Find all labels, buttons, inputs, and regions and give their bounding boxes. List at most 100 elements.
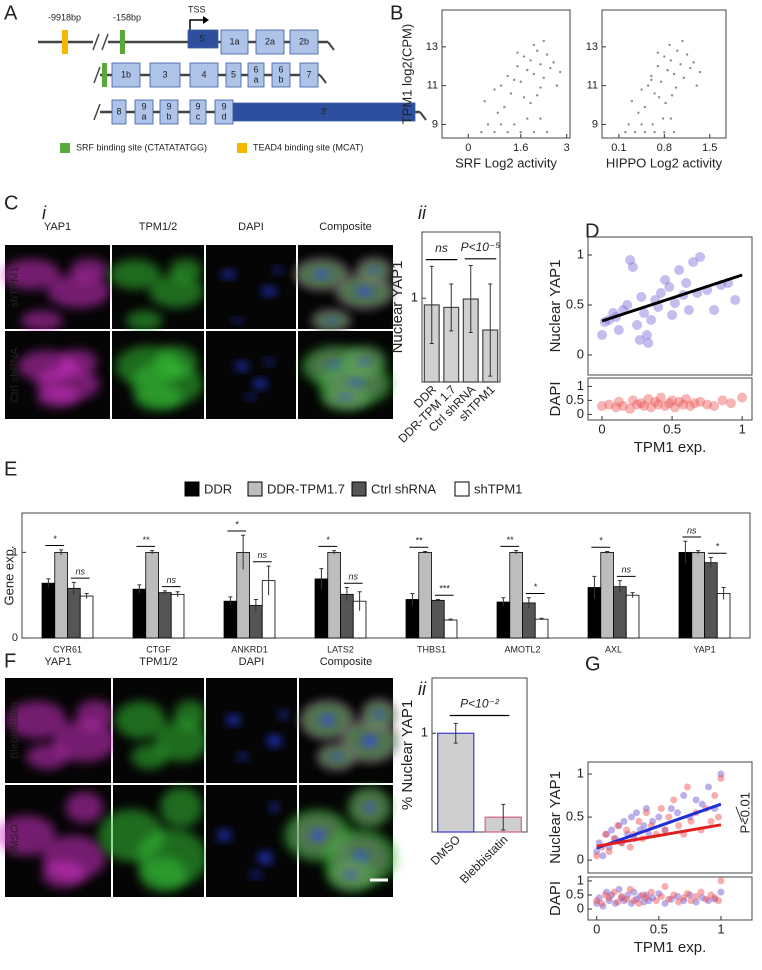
data-point	[725, 398, 736, 409]
error-bar	[501, 597, 506, 607]
significance-label: ***	[439, 584, 450, 594]
annotation: ns	[435, 241, 448, 255]
significance-label: *	[326, 535, 330, 545]
data-point	[670, 796, 678, 804]
data-point	[649, 817, 657, 825]
data-point	[660, 275, 671, 285]
bar	[509, 551, 523, 639]
data-point	[627, 123, 630, 126]
exon-label: 2b	[299, 36, 309, 46]
micrograph	[206, 678, 297, 783]
cell-signal	[270, 803, 279, 812]
data-point	[663, 130, 666, 134]
data-point	[664, 282, 675, 292]
data-point	[655, 890, 663, 898]
data-point	[618, 892, 626, 900]
x-tick-label: CTGF	[146, 644, 171, 654]
y-tick-label: 9	[432, 118, 438, 130]
row-label: Ctrl shRNA	[9, 347, 21, 403]
exon-label: 7	[306, 69, 311, 79]
bar	[443, 619, 458, 639]
data-point	[639, 308, 650, 318]
data-point	[709, 401, 720, 411]
data-point	[618, 894, 626, 902]
bar	[496, 601, 511, 639]
column-label: Composite	[319, 221, 372, 233]
micrograph-content	[17, 349, 100, 408]
micrograph-content	[109, 258, 204, 331]
x-tick-label: 1.6	[513, 142, 528, 154]
significance-label: ns	[75, 566, 85, 576]
data-point	[667, 895, 675, 903]
micrograph	[206, 245, 296, 329]
data-point	[681, 39, 684, 43]
y-tick-label: 1	[12, 546, 18, 558]
data-point	[657, 892, 665, 900]
y-tick-label: 1	[577, 872, 584, 887]
exon-label: c	[196, 111, 201, 121]
cell-signal	[253, 379, 267, 389]
column-label: Composite	[320, 656, 373, 668]
y-tick-label: 1	[411, 290, 418, 305]
error-bar	[344, 586, 349, 602]
cell-signal	[134, 383, 182, 411]
data-point	[605, 897, 613, 905]
data-point	[623, 895, 631, 903]
x-axis-label: SRF Log2 activity	[455, 155, 557, 170]
micrograph	[206, 331, 296, 419]
data-point	[614, 822, 622, 830]
data-point	[532, 72, 536, 76]
data-point	[681, 394, 692, 404]
cell-signal	[222, 270, 235, 279]
data-point	[673, 892, 681, 900]
cell-signal	[258, 852, 272, 864]
data-point	[651, 123, 654, 126]
column-label: TPM1/2	[139, 656, 178, 668]
data-point	[615, 885, 623, 893]
data-point	[604, 399, 615, 410]
cell-signal	[70, 258, 108, 282]
data-point	[640, 88, 643, 91]
significance-label: *	[53, 534, 57, 544]
cell-signal	[59, 349, 98, 375]
error-bar	[617, 580, 622, 593]
exon-label: 8	[116, 106, 121, 116]
data-point	[539, 63, 542, 66]
exon-label: d	[221, 111, 226, 121]
legend-swatch	[247, 481, 263, 497]
data-point	[624, 891, 632, 899]
backbone	[319, 74, 327, 84]
data-point	[519, 130, 522, 134]
x-tick-label: 1	[717, 921, 724, 936]
significance-label: **	[506, 535, 514, 545]
cell-signal	[311, 830, 325, 841]
data-point	[664, 101, 667, 105]
data-point	[635, 817, 643, 825]
y-tick-label: 0	[577, 900, 584, 915]
bar	[600, 551, 614, 639]
data-point	[519, 80, 522, 83]
data-point	[649, 894, 657, 902]
panel-label: C	[4, 192, 18, 214]
data-point	[627, 899, 635, 907]
data-point	[486, 123, 490, 126]
data-point	[632, 809, 640, 817]
error-bar	[266, 565, 271, 596]
exon	[255, 29, 285, 55]
data-point	[598, 899, 606, 907]
data-point	[667, 804, 675, 812]
column-label: YAP1	[44, 221, 71, 233]
y-tick-label: 13	[586, 41, 598, 53]
data-point	[645, 897, 653, 905]
axes-frame	[601, 9, 727, 139]
data-point	[714, 813, 722, 821]
data-point	[702, 399, 713, 410]
data-point	[529, 59, 532, 62]
exon	[289, 29, 319, 55]
exon	[149, 62, 181, 88]
data-point	[627, 395, 638, 406]
data-point	[632, 399, 643, 410]
upstream-label: -9918bp	[48, 12, 81, 22]
error-bar	[721, 586, 726, 600]
data-point	[717, 770, 725, 778]
